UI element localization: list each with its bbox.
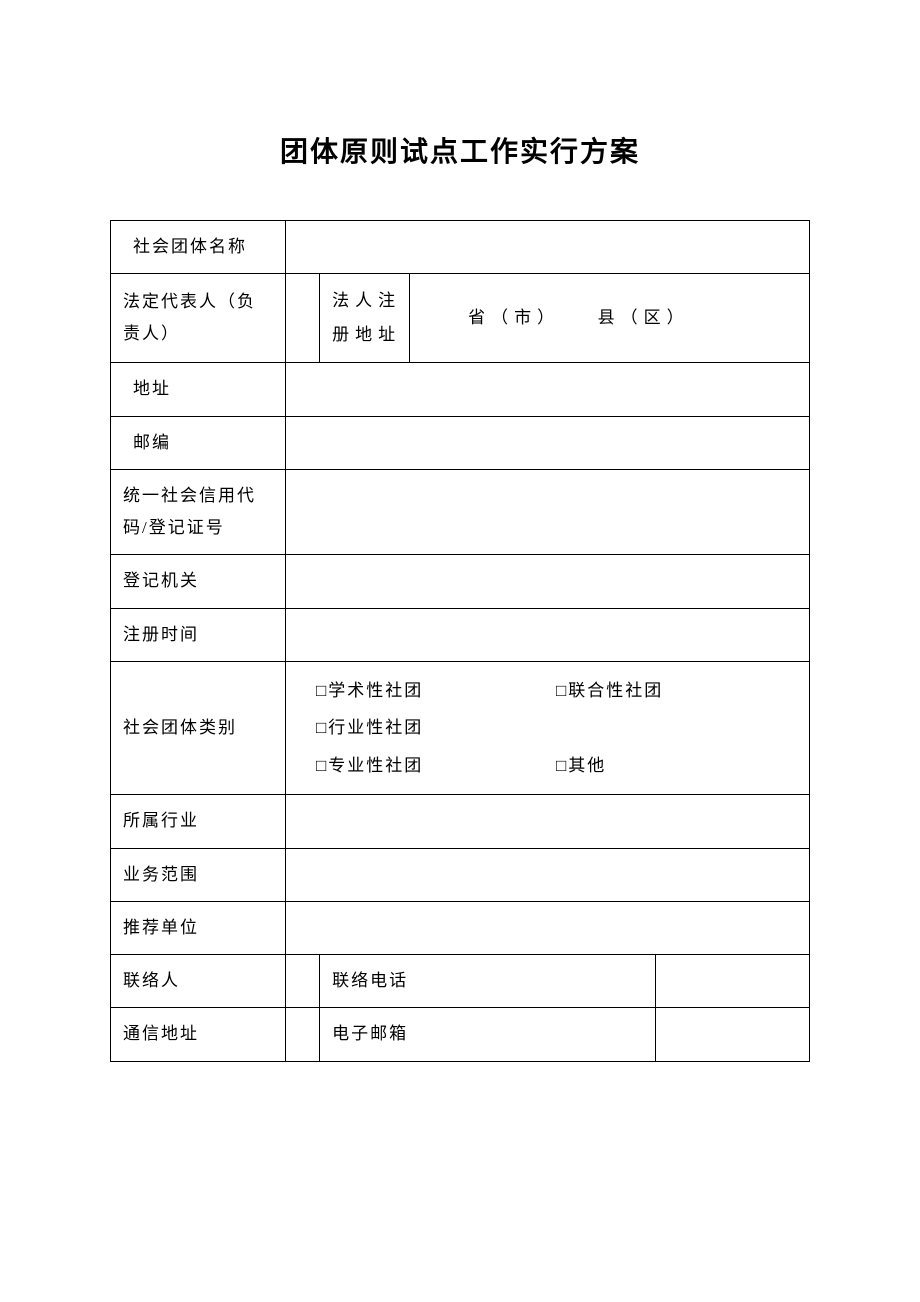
label-postcode: 邮编 xyxy=(111,416,286,469)
table-row: 推荐单位 xyxy=(111,901,810,954)
checkbox-academic[interactable]: □学术性社团 xyxy=(316,672,556,709)
table-row: 社会团体类别 □学术性社团 □联合性社团 □行业性社团 □专业性社团 □其他 xyxy=(111,662,810,795)
table-row: 所属行业 xyxy=(111,795,810,848)
table-row: 登记机关 xyxy=(111,555,810,608)
value-contact xyxy=(286,955,320,1008)
value-legal-rep xyxy=(286,274,320,363)
table-row: 社会团体名称 xyxy=(111,221,810,274)
value-credit-code xyxy=(286,469,810,555)
value-scope xyxy=(286,848,810,901)
label-phone: 联络电话 xyxy=(320,955,656,1008)
value-phone xyxy=(656,955,810,1008)
checkbox-union[interactable]: □联合性社团 xyxy=(556,672,796,709)
checkbox-industry[interactable]: □行业性社团 xyxy=(316,709,556,746)
table-row: 统一社会信用代码/登记证号 xyxy=(111,469,810,555)
label-contact: 联络人 xyxy=(111,955,286,1008)
label-email: 电子邮箱 xyxy=(320,1008,656,1061)
value-postcode xyxy=(286,416,810,469)
form-table: 社会团体名称 法定代表人（负责人） 法人注册地址 省（市） 县（区） 地址 邮编… xyxy=(110,220,810,1062)
label-industry: 所属行业 xyxy=(111,795,286,848)
label-org-type: 社会团体类别 xyxy=(111,662,286,795)
label-address: 地址 xyxy=(111,363,286,416)
value-reg-addr: 省（市） 县（区） xyxy=(410,274,810,363)
table-row: 地址 xyxy=(111,363,810,416)
value-org-type: □学术性社团 □联合性社团 □行业性社团 □专业性社团 □其他 xyxy=(286,662,810,795)
document-title: 团体原则试点工作实行方案 xyxy=(110,130,810,170)
value-address xyxy=(286,363,810,416)
value-mail-addr xyxy=(286,1008,320,1061)
value-reg-time xyxy=(286,608,810,661)
table-row: 邮编 xyxy=(111,416,810,469)
label-legal-rep: 法定代表人（负责人） xyxy=(111,274,286,363)
checkbox-other[interactable]: □其他 xyxy=(556,747,796,784)
table-row: 业务范围 xyxy=(111,848,810,901)
label-scope: 业务范围 xyxy=(111,848,286,901)
label-reg-authority: 登记机关 xyxy=(111,555,286,608)
value-industry xyxy=(286,795,810,848)
value-reg-authority xyxy=(286,555,810,608)
label-credit-code: 统一社会信用代码/登记证号 xyxy=(111,469,286,555)
label-reg-time: 注册时间 xyxy=(111,608,286,661)
table-row: 法定代表人（负责人） 法人注册地址 省（市） 县（区） xyxy=(111,274,810,363)
checkbox-professional[interactable]: □专业性社团 xyxy=(316,747,556,784)
table-row: 注册时间 xyxy=(111,608,810,661)
value-email xyxy=(656,1008,810,1061)
label-recommender: 推荐单位 xyxy=(111,901,286,954)
table-row: 联络人 联络电话 xyxy=(111,955,810,1008)
value-org-name xyxy=(286,221,810,274)
value-recommender xyxy=(286,901,810,954)
table-row: 通信地址 电子邮箱 xyxy=(111,1008,810,1061)
label-org-name: 社会团体名称 xyxy=(111,221,286,274)
label-mail-addr: 通信地址 xyxy=(111,1008,286,1061)
label-reg-addr: 法人注册地址 xyxy=(320,274,410,363)
